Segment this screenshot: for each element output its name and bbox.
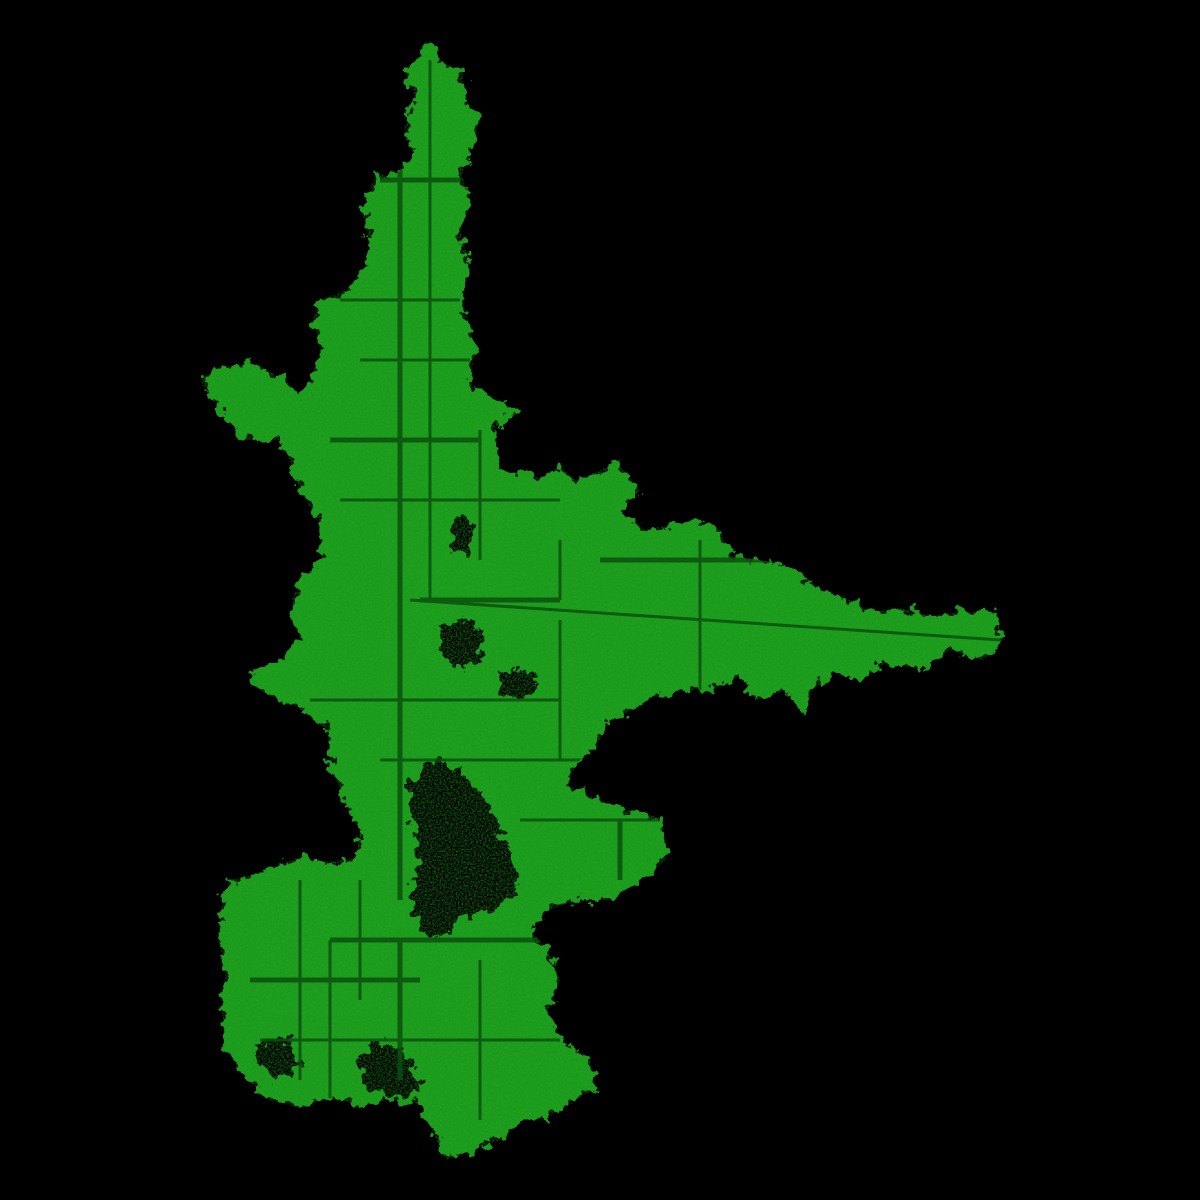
dark-channels	[250, 60, 1001, 1120]
channel-line	[409, 598, 1001, 642]
